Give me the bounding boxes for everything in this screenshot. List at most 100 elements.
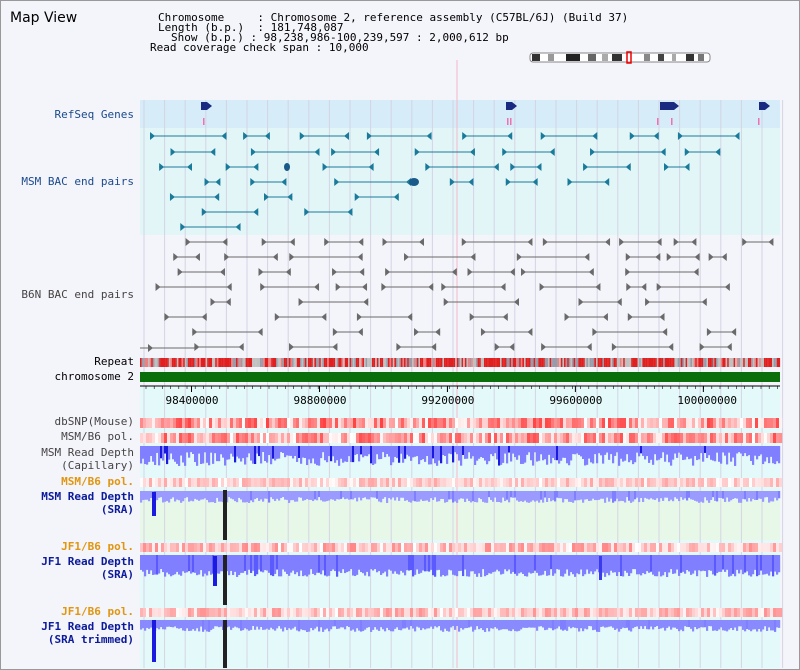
- repeat-segment: [624, 358, 627, 367]
- msm-read-depth-capillary-label-2[interactable]: (Capillary): [61, 459, 134, 472]
- msm-b6-pol-cell: [482, 433, 486, 443]
- dbsnp-cell: [143, 418, 147, 428]
- jf1-read-depth-sra-label-2[interactable]: (SRA): [100, 568, 134, 581]
- repeat-segment: [712, 358, 715, 367]
- jf1-b6-pol-trimmed-cell: [509, 608, 513, 617]
- msm-b6-pol-sra-cell: [416, 478, 420, 487]
- dbsnp-label[interactable]: dbSNP(Mouse): [54, 415, 134, 428]
- msm-bac-end-pairs-label[interactable]: MSM BAC end pairs: [21, 175, 134, 188]
- jf1-b6-pol-trimmed-cell: [581, 608, 585, 617]
- msm-bac-pair-end: [225, 163, 231, 171]
- dbsnp-cell: [191, 418, 195, 428]
- msm-b6-pol-cell: [584, 433, 588, 443]
- jf1-b6-pol-cell: [611, 543, 615, 552]
- jf1-depth-sra-bar: [320, 555, 323, 575]
- jf1-depth-trimmed-bar: [296, 620, 299, 631]
- jf1-b6-pol-trimmed-cell: [569, 608, 573, 617]
- repeat-segment: [519, 358, 521, 367]
- msm-depth-capillary-bar: [552, 446, 555, 458]
- jf1-depth-trimmed-bar: [516, 620, 519, 632]
- dbsnp-cell: [437, 418, 441, 428]
- jf1-b6-pol-cell: [395, 543, 399, 552]
- jf1-b6-pol-trimmed-cell: [653, 608, 657, 617]
- msm-depth-capillary-bar: [512, 446, 515, 454]
- repeat-segment: [549, 358, 552, 367]
- dbsnp-cell: [629, 418, 633, 428]
- msm-b6-pol-sra-cell: [173, 478, 177, 487]
- msm-depth-capillary-bar: [366, 446, 369, 457]
- jf1-b6-pol-cell: [680, 543, 684, 552]
- msm-depth-sra-bar: [334, 491, 337, 501]
- msm-read-depth-capillary-label-1[interactable]: MSM Read Depth: [41, 446, 134, 459]
- repeat-segment: [199, 358, 201, 367]
- msm-bac-pair-end: [549, 148, 555, 156]
- msm-b6-pol-sra-cell: [152, 478, 156, 487]
- msm-depth-sra-bar: [236, 491, 239, 503]
- jf1-b6-pol-trimmed-cell: [710, 608, 714, 617]
- msm-read-depth-sra-label-1[interactable]: MSM Read Depth: [41, 490, 134, 503]
- dbsnp-cell: [503, 418, 507, 428]
- msm-depth-capillary-bar: [520, 446, 523, 464]
- msm-depth-capillary-bar: [158, 446, 161, 466]
- jf1-depth-sra-bar: [578, 555, 581, 575]
- msm-b6-pol-sra-cell: [167, 478, 171, 487]
- dbsnp-cell: [431, 418, 435, 428]
- repeat-segment: [156, 358, 158, 367]
- msm-depth-capillary-bar: [502, 446, 505, 463]
- msm-b6-pol-cell: [299, 433, 303, 443]
- msm-depth-capillary-bar: [442, 446, 445, 456]
- jf1-depth-trimmed-bar: [352, 620, 355, 630]
- msm-depth-sra-bar: [520, 491, 523, 502]
- dbsnp-cell: [656, 418, 660, 428]
- jf1-depth-sra-bar: [156, 555, 159, 575]
- repeat-segment: [506, 358, 509, 367]
- dbsnp-cell: [536, 418, 540, 428]
- msm-b6-pol-label[interactable]: MSM/B6 pol.: [61, 430, 134, 443]
- msm-depth-capillary-bar: [408, 446, 411, 457]
- jf1-depth-trimmed-bar: [622, 620, 625, 628]
- repeat-segment: [580, 358, 582, 367]
- jf1-depth-sra-bar: [388, 555, 391, 570]
- repeat-segment: [552, 358, 555, 367]
- msm-b6-pol-cell: [239, 433, 243, 443]
- jf1-depth-trimmed-bar: [302, 620, 305, 631]
- jf1-depth-trimmed-bar: [664, 620, 667, 631]
- msm-b6-pol-cell: [314, 433, 318, 443]
- msm-depth-sra-bar: [412, 491, 415, 501]
- jf1-b6-pol-trimmed-label[interactable]: JF1/B6 pol.: [61, 605, 134, 618]
- b6n-bac-end-pairs-label[interactable]: B6N BAC end pairs: [21, 288, 134, 301]
- repeat-segment: [154, 358, 157, 367]
- msm-depth-capillary-bar: [766, 446, 769, 458]
- jf1-depth-trimmed-bar: [752, 620, 755, 630]
- jf1-read-depth-trimmed-label-2[interactable]: (SRA trimmed): [47, 633, 134, 646]
- jf1-b6-pol-trimmed-cell: [746, 608, 750, 617]
- msm-b6-pol-cell: [644, 433, 648, 443]
- refseq-genes-label[interactable]: RefSeq Genes: [54, 108, 134, 121]
- jf1-b6-pol-trimmed-cell: [614, 608, 618, 617]
- jf1-b6-pol-cell: [320, 543, 324, 552]
- jf1-depth-sra-bar: [372, 555, 375, 571]
- jf1-b6-pol-label[interactable]: JF1/B6 pol.: [61, 540, 134, 553]
- dbsnp-cell: [329, 418, 333, 428]
- jf1-depth-sra-bar: [592, 555, 595, 575]
- jf1-b6-pol-trimmed-cell: [398, 608, 402, 617]
- jf1-read-depth-sra-label-1[interactable]: JF1 Read Depth: [41, 555, 134, 568]
- jf1-depth-sra-bar: [556, 555, 559, 570]
- msm-depth-capillary-bar: [374, 446, 377, 464]
- msm-read-depth-sra-label-2[interactable]: (SRA): [100, 503, 134, 516]
- msm-b6-pol-cell: [473, 433, 477, 443]
- jf1-depth-trimmed-bar: [640, 620, 643, 627]
- msm-depth-sra-bar: [304, 491, 307, 501]
- msm-b6-pol-sra-label[interactable]: MSM/B6 pol.: [61, 475, 134, 488]
- jf1-depth-trimmed-bar: [328, 620, 331, 632]
- jf1-depth-sra-bar: [440, 555, 443, 577]
- jf1-read-depth-trimmed-label-1[interactable]: JF1 Read Depth: [41, 620, 134, 633]
- repeat-segment: [456, 358, 459, 367]
- msm-b6-pol-sra-cell: [461, 478, 465, 487]
- dbsnp-cell: [230, 418, 234, 428]
- msm-depth-sra-bar: [610, 491, 613, 499]
- msm-depth-sra-bar: [442, 491, 445, 500]
- jf1-b6-pol-trimmed-cell: [191, 608, 195, 617]
- dbsnp-cell: [548, 418, 552, 428]
